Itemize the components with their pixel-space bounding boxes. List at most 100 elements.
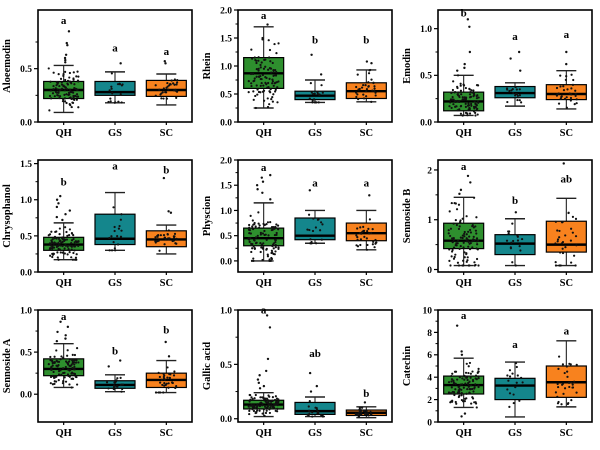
outlier-point: [63, 56, 67, 60]
jitter-point: [175, 242, 178, 245]
jitter-point: [251, 219, 254, 222]
jitter-point: [319, 221, 323, 224]
jitter-point: [166, 366, 169, 369]
jitter-point: [574, 235, 578, 238]
jitter-point: [71, 362, 74, 365]
jitter-point: [572, 78, 575, 82]
outlier-point: [365, 60, 369, 63]
jitter-point: [457, 91, 460, 94]
jitter-point: [320, 84, 323, 87]
outlier-point: [319, 73, 323, 76]
jitter-point: [269, 60, 272, 63]
jitter-point: [311, 99, 314, 103]
jitter-point: [49, 359, 52, 362]
jitter-point: [365, 248, 369, 251]
jitter-point: [565, 75, 568, 78]
jitter-point: [162, 234, 166, 237]
jitter-point: [60, 355, 63, 358]
jitter-point: [72, 78, 75, 81]
jitter-point: [60, 83, 64, 86]
jitter-point: [474, 374, 478, 377]
jitter-point: [363, 229, 366, 232]
outlier-point: [514, 211, 518, 214]
significance-letter: b: [61, 176, 67, 188]
jitter-point: [472, 226, 475, 229]
jitter-point: [275, 52, 278, 55]
jitter-point: [570, 227, 573, 230]
jitter-point: [252, 238, 256, 242]
jitter-point: [267, 234, 270, 237]
outlier-point: [468, 50, 472, 54]
jitter-point: [472, 390, 475, 393]
y-axis-title: Gallic acid: [202, 342, 213, 390]
jitter-point: [464, 371, 468, 374]
jitter-point: [270, 228, 273, 232]
jitter-point: [262, 408, 265, 411]
jitter-point: [568, 385, 571, 389]
jitter-point: [119, 218, 122, 221]
jitter-point: [475, 216, 478, 219]
jitter-point: [457, 264, 461, 267]
jitter-point: [561, 363, 565, 366]
jitter-point: [120, 101, 123, 104]
x-tick-label: QH: [455, 278, 471, 289]
jitter-point: [465, 397, 468, 400]
jitter-point: [57, 373, 61, 376]
jitter-point: [468, 235, 471, 238]
subplot-canvas: 0.0 0.5 1.0 Emodin QH b GS a SC a: [402, 8, 593, 139]
jitter-point: [266, 255, 270, 258]
jitter-point: [113, 229, 116, 233]
jitter-point: [63, 93, 66, 97]
jitter-point: [468, 388, 471, 391]
jitter-point: [252, 405, 255, 408]
jitter-point: [567, 381, 571, 384]
jitter-point: [275, 70, 278, 74]
jitter-point: [252, 245, 255, 248]
jitter-point: [157, 239, 160, 242]
jitter-point: [370, 78, 373, 81]
jitter-point: [313, 98, 316, 101]
jitter-point: [75, 75, 78, 78]
y-tick-label: 0.0: [20, 391, 32, 401]
y-tick-label: 0.0: [20, 268, 32, 278]
jitter-point: [53, 241, 56, 244]
jitter-point: [107, 100, 110, 104]
jitter-point: [257, 67, 260, 70]
jitter-point: [266, 105, 270, 109]
jitter-point: [47, 67, 50, 70]
jitter-point: [251, 72, 255, 76]
jitter-point: [575, 363, 578, 366]
jitter-point: [456, 74, 460, 77]
jitter-point: [73, 258, 77, 261]
jitter-point: [466, 388, 469, 391]
jitter-point: [119, 383, 122, 387]
jitter-point: [366, 243, 369, 247]
jitter-point: [255, 68, 258, 71]
jitter-point: [64, 70, 67, 73]
jitter-point: [356, 93, 359, 96]
jitter-point: [274, 68, 277, 72]
jitter-point: [248, 393, 251, 397]
x-tick-label: QH: [255, 128, 271, 139]
jitter-point: [317, 218, 320, 221]
jitter-point: [259, 250, 262, 254]
jitter-point: [273, 227, 276, 230]
jitter-point: [259, 396, 262, 399]
jitter-point: [461, 400, 465, 403]
jitter-point: [575, 102, 578, 105]
x-tick-label: QH: [55, 128, 71, 139]
jitter-point: [314, 406, 317, 409]
jitter-point: [77, 106, 80, 109]
jitter-point: [264, 233, 267, 236]
jitter-point: [115, 379, 118, 382]
jitter-point: [459, 112, 463, 115]
jitter-point: [468, 93, 472, 96]
jitter-point: [314, 226, 317, 229]
jitter-point: [453, 393, 456, 397]
y-axis-title: Rhein: [202, 52, 213, 79]
jitter-point: [518, 94, 521, 97]
jitter-point: [263, 398, 267, 401]
jitter-point: [264, 411, 268, 415]
outlier-point: [64, 61, 67, 64]
jitter-point: [464, 86, 468, 90]
